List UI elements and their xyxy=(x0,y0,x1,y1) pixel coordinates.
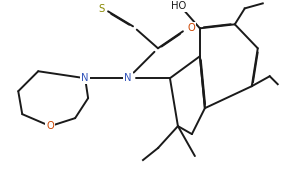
Text: S: S xyxy=(98,4,104,14)
Text: O: O xyxy=(187,23,195,33)
Text: HO: HO xyxy=(171,1,187,11)
Text: O: O xyxy=(46,121,54,131)
Text: N: N xyxy=(81,73,89,83)
Text: N: N xyxy=(124,73,132,83)
